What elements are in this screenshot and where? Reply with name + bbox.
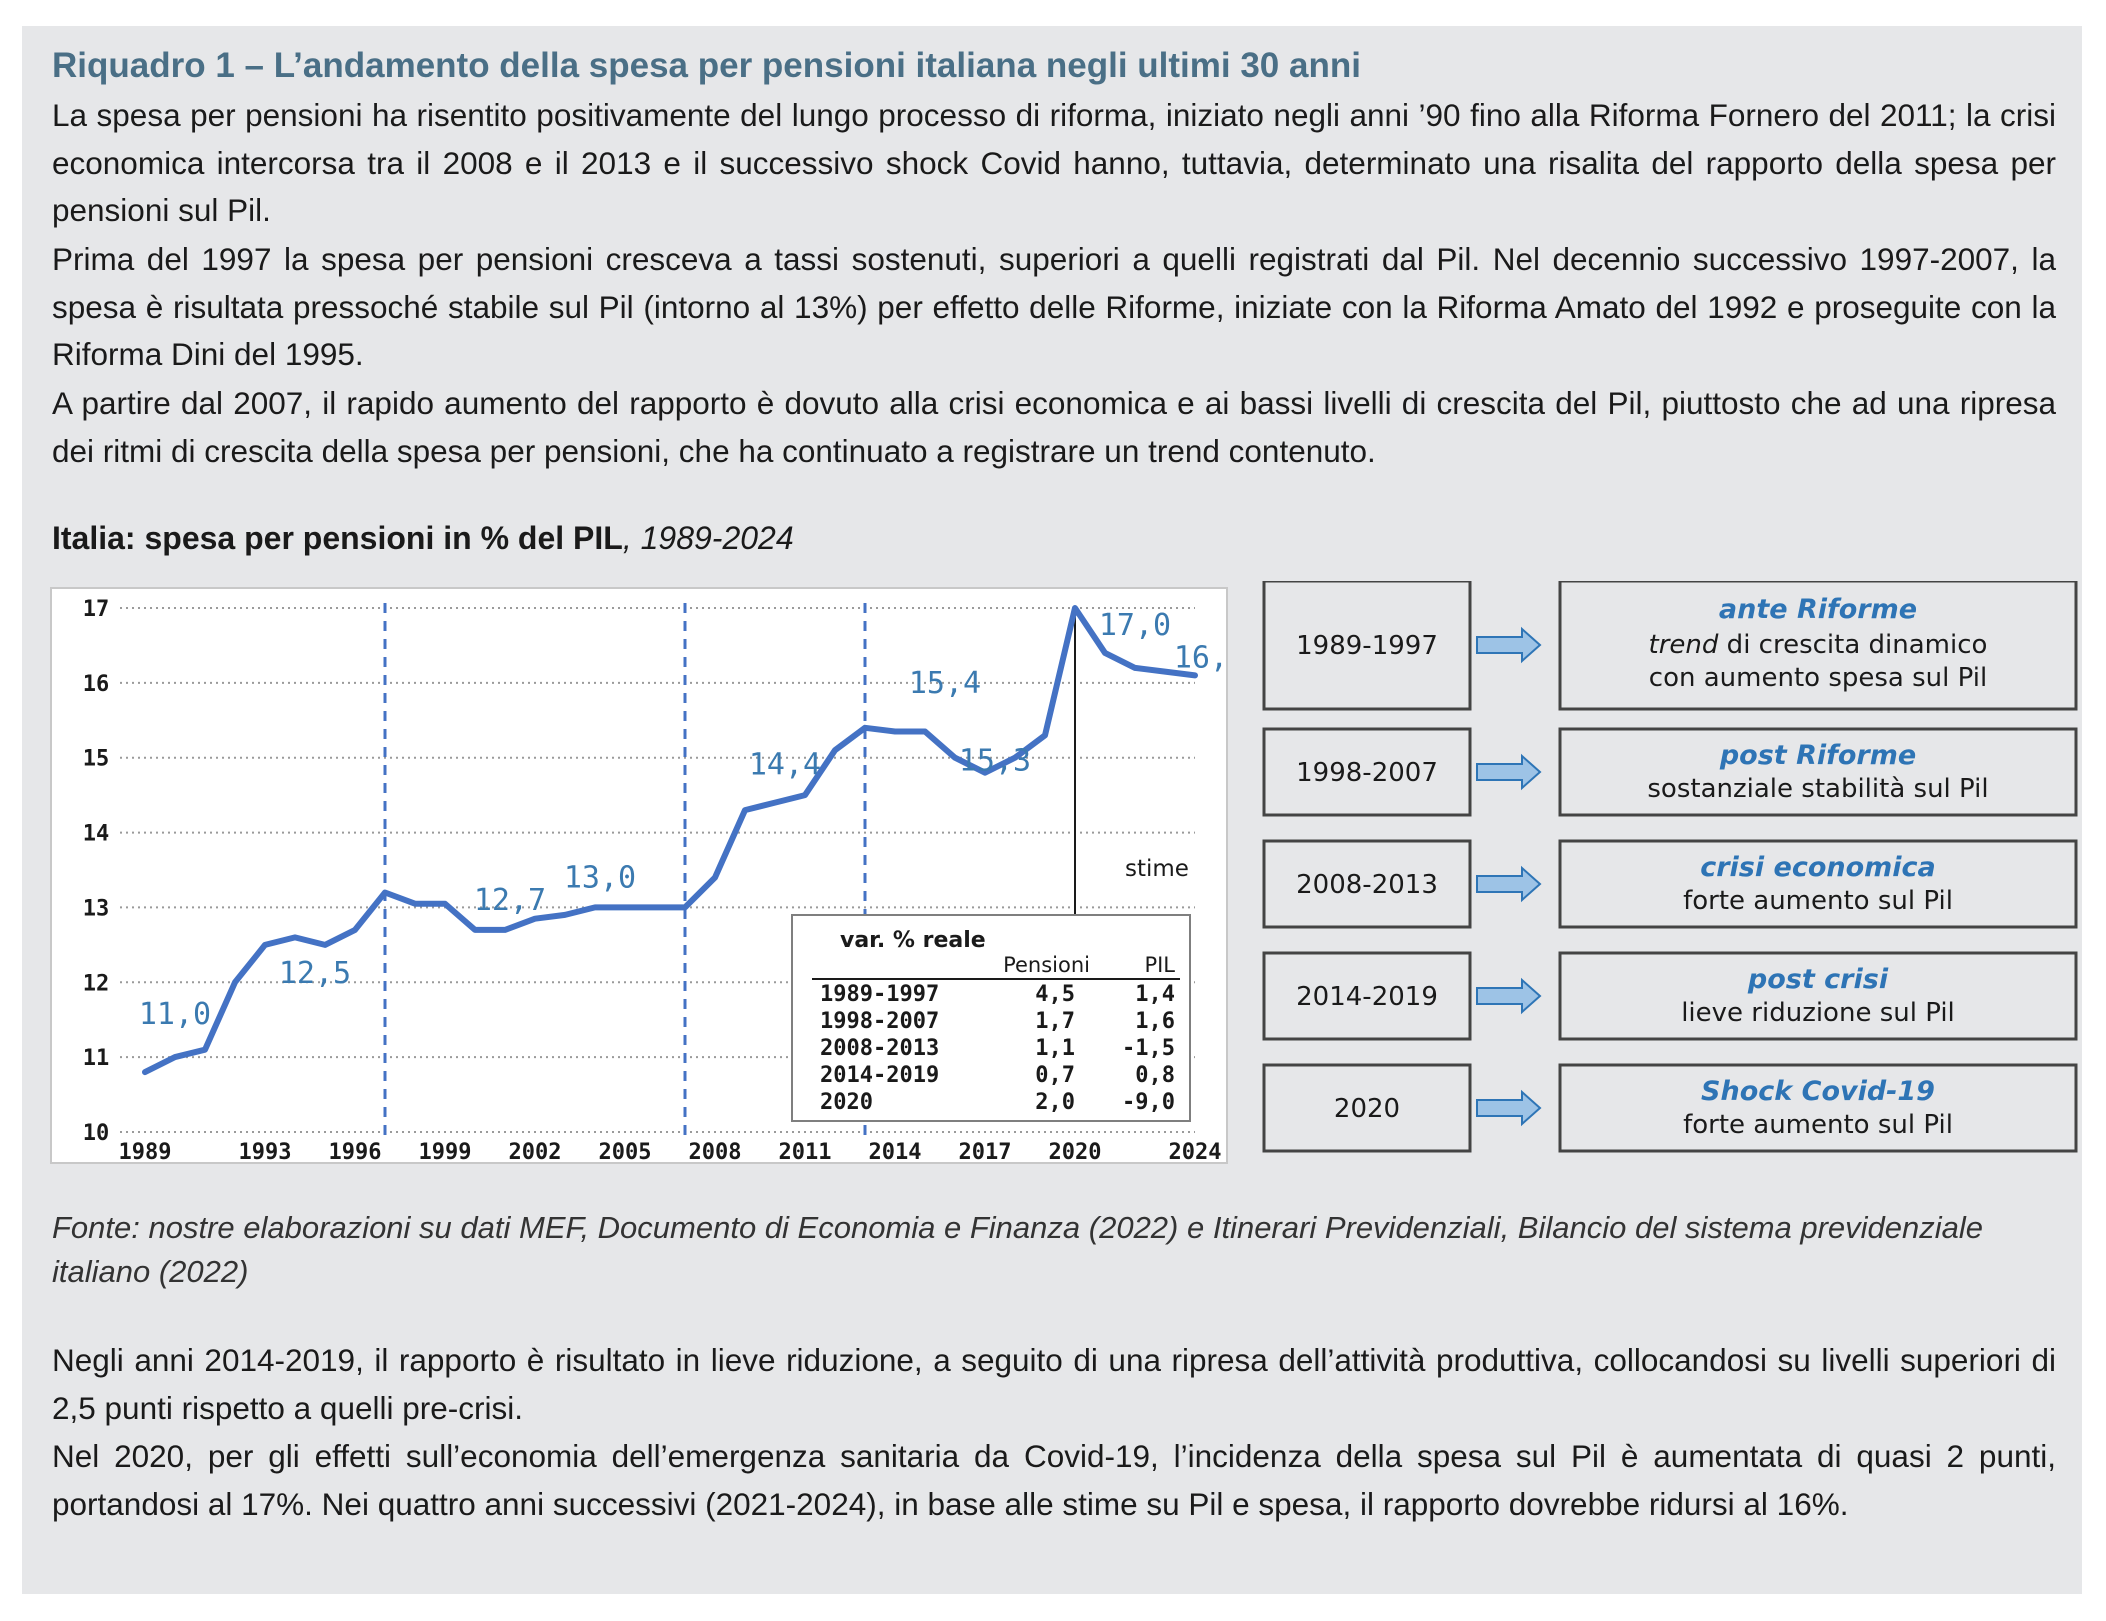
data-label: 13,0 xyxy=(564,860,636,895)
x-tick-label: 2005 xyxy=(599,1140,652,1164)
phase-desc-box xyxy=(1558,1063,2078,1153)
y-tick-label: 12 xyxy=(83,971,110,996)
intro-paragraph-2: Prima del 1997 la spesa per pensioni cre… xyxy=(52,241,2056,372)
phase-desc-box xyxy=(1558,727,2078,817)
phase-period-label: 2008-2013 xyxy=(1296,870,1438,900)
y-tick-label: 17 xyxy=(83,597,110,622)
inset-row-period: 2008-2013 xyxy=(820,1036,939,1061)
closing-paragraph-2: Nel 2020, per gli effetti sull’economia … xyxy=(52,1438,2056,1522)
pension-spending-chart: 10 11 12 13 14 15 16 17 1989 1993 1996 1999 2002 2005… xyxy=(50,587,1228,1164)
phase-arrow-icon xyxy=(1476,1089,1542,1127)
inset-row-pensioni: 1,7 xyxy=(1035,1009,1075,1034)
inset-row-pil: 1,4 xyxy=(1135,982,1175,1007)
inset-header-pensioni: Pensioni xyxy=(1003,953,1090,977)
phase-period-box xyxy=(1262,951,1472,1041)
y-tick-label: 15 xyxy=(83,747,110,772)
inset-table-frame xyxy=(791,914,1191,1122)
data-label: 16,1 xyxy=(1174,640,1228,675)
x-tick-label: 1999 xyxy=(419,1140,472,1164)
phase-desc: sostanziale stabilità sul Pil xyxy=(1647,774,1988,804)
phase-desc-box xyxy=(1558,839,2078,929)
chart-title-main: Italia: spesa per pensioni in % del PIL xyxy=(52,520,623,556)
inset-row-pensioni: 0,7 xyxy=(1035,1063,1075,1088)
phase-title: ante Riforme xyxy=(1719,594,1917,625)
inset-header-pil: PIL xyxy=(1144,953,1175,977)
estimate-label: stime xyxy=(1125,856,1189,882)
phase-desc-italic: trend xyxy=(1649,630,1719,660)
phase-title: Shock Covid-19 xyxy=(1701,1076,1935,1107)
box-title: Riquadro 1 – L’andamento della spesa per… xyxy=(52,46,1361,85)
intro-paragraph-1: La spesa per pensioni ha risentito posit… xyxy=(52,97,2056,228)
inset-row-period: 2014-2019 xyxy=(820,1063,939,1088)
phase-desc-box xyxy=(1558,581,2078,711)
data-label: 17,0 xyxy=(1099,608,1171,643)
inset-row-pil: 0,8 xyxy=(1135,1063,1175,1088)
inset-row-pil: -1,5 xyxy=(1122,1036,1175,1061)
y-tick-label: 14 xyxy=(83,822,110,847)
phase-period-label: 1989-1997 xyxy=(1296,631,1438,661)
phase-desc: forte aumento sul Pil xyxy=(1683,1110,1953,1140)
data-label: 15,4 xyxy=(909,666,981,701)
inset-row-pil: 1,6 xyxy=(1135,1009,1175,1034)
phase-desc: trend di crescita dinamico xyxy=(1649,630,1988,660)
chart-title-period: , 1989-2024 xyxy=(622,520,794,556)
y-tick-label: 11 xyxy=(83,1046,110,1071)
phase-desc: forte aumento sul Pil xyxy=(1683,886,1953,916)
inset-table-title: var. % reale xyxy=(840,928,986,953)
x-tick-label: 2017 xyxy=(959,1140,1012,1164)
x-tick-label: 2014 xyxy=(869,1140,922,1164)
x-tick-label: 2020 xyxy=(1049,1140,1102,1164)
source-note: Fonte: nostre elaborazioni su dati MEF, … xyxy=(52,1210,1984,1289)
inset-row-period: 2020 xyxy=(820,1090,873,1115)
phase-period-label: 1998-2007 xyxy=(1296,758,1438,788)
phase-arrow-icon xyxy=(1476,626,1542,664)
x-tick-label: 2008 xyxy=(689,1140,742,1164)
phase-period-box xyxy=(1262,727,1472,817)
phase-arrow-icon xyxy=(1476,865,1542,903)
phase-title: crisi economica xyxy=(1700,852,1936,883)
phase-period-box xyxy=(1262,581,1472,711)
x-tick-label: 1993 xyxy=(239,1140,292,1164)
chart-title: Italia: spesa per pensioni in % del PIL,… xyxy=(52,520,794,557)
inset-row-period: 1998-2007 xyxy=(820,1009,939,1034)
y-tick-label: 13 xyxy=(83,896,110,921)
phase-desc-box xyxy=(1558,951,2078,1041)
phase-arrow-icon xyxy=(1476,753,1542,791)
y-tick-label: 10 xyxy=(83,1121,110,1146)
data-label: 12,5 xyxy=(279,956,351,991)
x-tick-label: 2002 xyxy=(509,1140,562,1164)
inset-row-pensioni: 2,0 xyxy=(1035,1090,1075,1115)
phase-desc-line2: con aumento spesa sul Pil xyxy=(1649,663,1987,693)
phase-period-label: 2020 xyxy=(1334,1094,1400,1124)
inset-row-pil: -9,0 xyxy=(1122,1090,1175,1115)
data-label: 12,7 xyxy=(474,883,546,918)
data-label: 11,0 xyxy=(139,997,211,1032)
y-tick-label: 16 xyxy=(83,672,110,697)
phase-title: post crisi xyxy=(1747,964,1889,995)
phase-period-box xyxy=(1262,1063,1472,1153)
phase-desc: lieve riduzione sul Pil xyxy=(1681,998,1955,1028)
phase-period-box xyxy=(1262,839,1472,929)
phase-period-label: 2014-2019 xyxy=(1296,982,1438,1012)
x-tick-label: 2011 xyxy=(779,1140,832,1164)
phase-arrow-icon xyxy=(1476,977,1542,1015)
data-label: 15,3 xyxy=(959,743,1031,778)
intro-paragraph-3: A partire dal 2007, il rapido aumento de… xyxy=(52,385,2056,469)
inset-row-pensioni: 4,5 xyxy=(1035,982,1075,1007)
phase-desc-text: di crescita dinamico xyxy=(1718,630,1987,660)
riquadro-box: Riquadro 1 – L’andamento della spesa per… xyxy=(22,26,2082,1594)
x-tick-label: 2024 xyxy=(1169,1140,1222,1164)
data-label: 14,4 xyxy=(749,748,821,783)
inset-row-period: 1989-1997 xyxy=(820,982,939,1007)
x-tick-label: 1996 xyxy=(329,1140,382,1164)
closing-paragraph-1: Negli anni 2014-2019, il rapporto è risu… xyxy=(52,1342,2056,1426)
inset-row-pensioni: 1,1 xyxy=(1035,1036,1075,1061)
x-tick-label: 1989 xyxy=(119,1140,172,1164)
phase-title: post Riforme xyxy=(1719,740,1916,771)
pension-series-line xyxy=(142,605,1198,1076)
